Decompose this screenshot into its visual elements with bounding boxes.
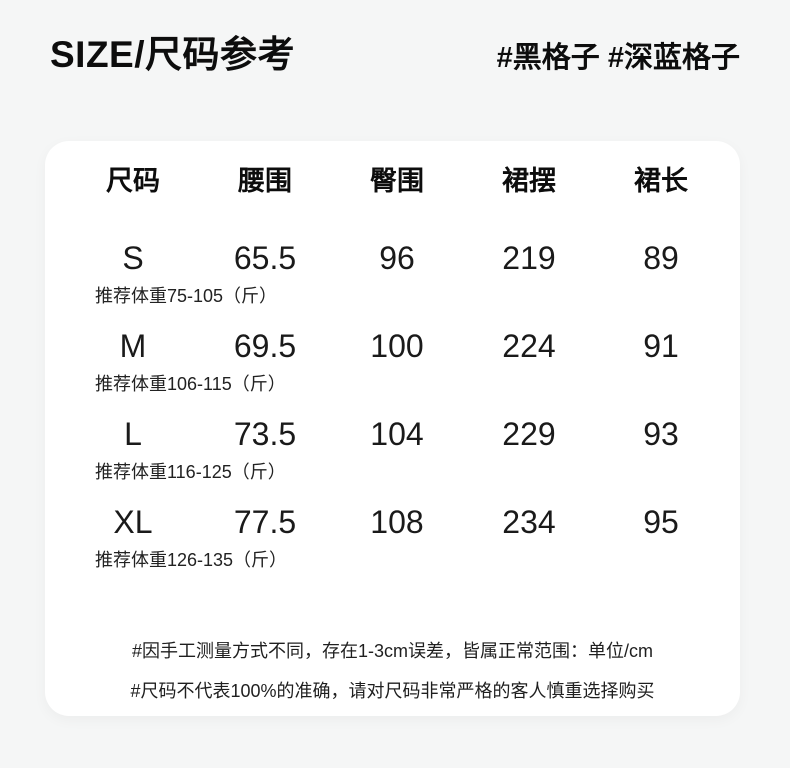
weight-note: 推荐体重116-125（斤） — [95, 461, 286, 482]
color-tags: #黑格子 #深蓝格子 — [496, 42, 740, 74]
table-row-xl: XL 77.5 108 234 95 推荐体重126-135（斤） — [45, 506, 740, 569]
column-header-hem: 裙摆 — [502, 165, 556, 196]
table-row: S 65.5 96 219 89 — [45, 242, 740, 274]
weight-note: 推荐体重75-105（斤） — [95, 285, 278, 306]
weight-note: 推荐体重126-135（斤） — [95, 549, 288, 570]
disclaimer-notes: #因手工测量方式不同，存在1-3cm误差，皆属正常范围：单位/cm #尺码不代表… — [45, 631, 740, 711]
column-header-size: 尺码 — [106, 165, 160, 196]
waist-value: 77.5 — [233, 503, 297, 540]
hem-value: 219 — [502, 239, 556, 276]
column-header-waist: 腰围 — [238, 165, 292, 196]
table-row-s: S 65.5 96 219 89 推荐体重75-105（斤） — [45, 242, 740, 305]
waist-value: 65.5 — [233, 239, 297, 276]
column-header-length: 裙长 — [634, 165, 688, 196]
page-header: SIZE/尺码参考 #黑格子 #深蓝格子 — [0, 0, 790, 77]
page-title: SIZE/尺码参考 — [50, 34, 296, 75]
table-row-m: M 69.5 100 224 91 推荐体重106-115（斤） — [45, 330, 740, 393]
length-value: 89 — [643, 239, 679, 276]
waist-value: 69.5 — [233, 327, 297, 364]
size-value: M — [119, 327, 147, 364]
length-value: 91 — [643, 327, 679, 364]
table-row: M 69.5 100 224 91 — [45, 330, 740, 362]
length-value: 93 — [643, 415, 679, 452]
waist-value: 73.5 — [233, 415, 297, 452]
hem-value: 234 — [502, 503, 556, 540]
table-header-row: 尺码 腰围 臀围 裙摆 裙长 — [45, 165, 740, 196]
size-value: S — [122, 239, 144, 276]
size-value: L — [124, 415, 142, 452]
length-value: 95 — [643, 503, 679, 540]
disclaimer-line-measurement: #因手工测量方式不同，存在1-3cm误差，皆属正常范围：单位/cm — [131, 640, 653, 661]
table-row: XL 77.5 108 234 95 — [45, 506, 740, 538]
hip-value: 100 — [370, 327, 424, 364]
hip-value: 104 — [370, 415, 424, 452]
hip-value: 108 — [370, 503, 424, 540]
size-table-card: 尺码 腰围 臀围 裙摆 裙长 S 65.5 96 219 89 推荐体重75-1… — [45, 140, 740, 716]
disclaimer-line-accuracy: #尺码不代表100%的准确，请对尺码非常严格的客人慎重选择购买 — [130, 680, 655, 701]
weight-note: 推荐体重106-115（斤） — [95, 373, 286, 394]
hem-value: 229 — [502, 415, 556, 452]
hip-value: 96 — [379, 239, 415, 276]
table-row: L 73.5 104 229 93 — [45, 418, 740, 450]
size-value: XL — [113, 503, 153, 540]
column-header-hip: 臀围 — [370, 165, 424, 196]
hem-value: 224 — [502, 327, 556, 364]
table-row-l: L 73.5 104 229 93 推荐体重116-125（斤） — [45, 418, 740, 481]
